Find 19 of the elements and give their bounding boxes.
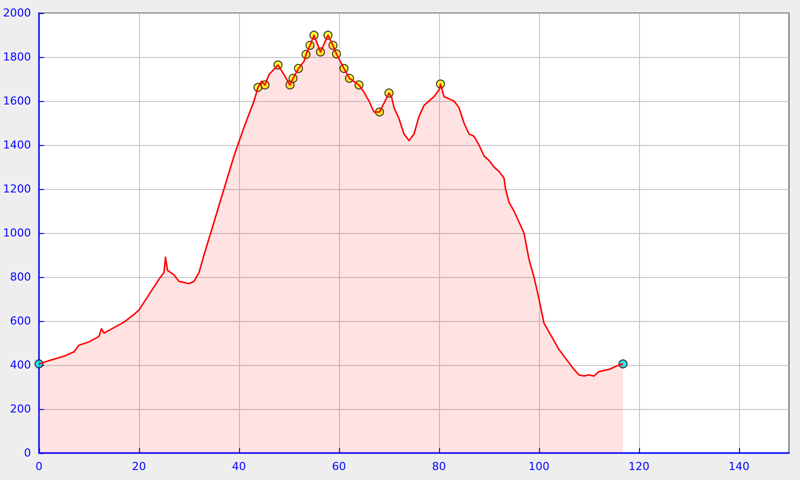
y-tick-label: 1000 — [2, 226, 31, 240]
y-tick-label: 1400 — [2, 138, 31, 152]
y-tick-label: 400 — [10, 358, 31, 372]
y-tick-label: 600 — [10, 314, 31, 328]
x-tick-label: 40 — [232, 460, 246, 473]
x-tick-label: 60 — [332, 460, 346, 473]
y-tick-label: 1600 — [2, 94, 31, 108]
x-tick-label: 0 — [35, 460, 42, 473]
y-tick-label: 800 — [10, 270, 31, 284]
x-tick-label: 20 — [132, 460, 146, 473]
y-tick-label: 1800 — [2, 50, 31, 64]
y-tick-label: 0 — [24, 446, 31, 460]
x-tick-label: 140 — [728, 460, 750, 473]
y-tick-label: 200 — [10, 402, 31, 416]
x-tick-label: 80 — [432, 460, 446, 473]
y-tick-label: 1200 — [2, 182, 31, 196]
y-tick-label: 2000 — [2, 6, 31, 20]
x-tick-label: 100 — [528, 460, 550, 473]
x-tick-label: 120 — [628, 460, 650, 473]
